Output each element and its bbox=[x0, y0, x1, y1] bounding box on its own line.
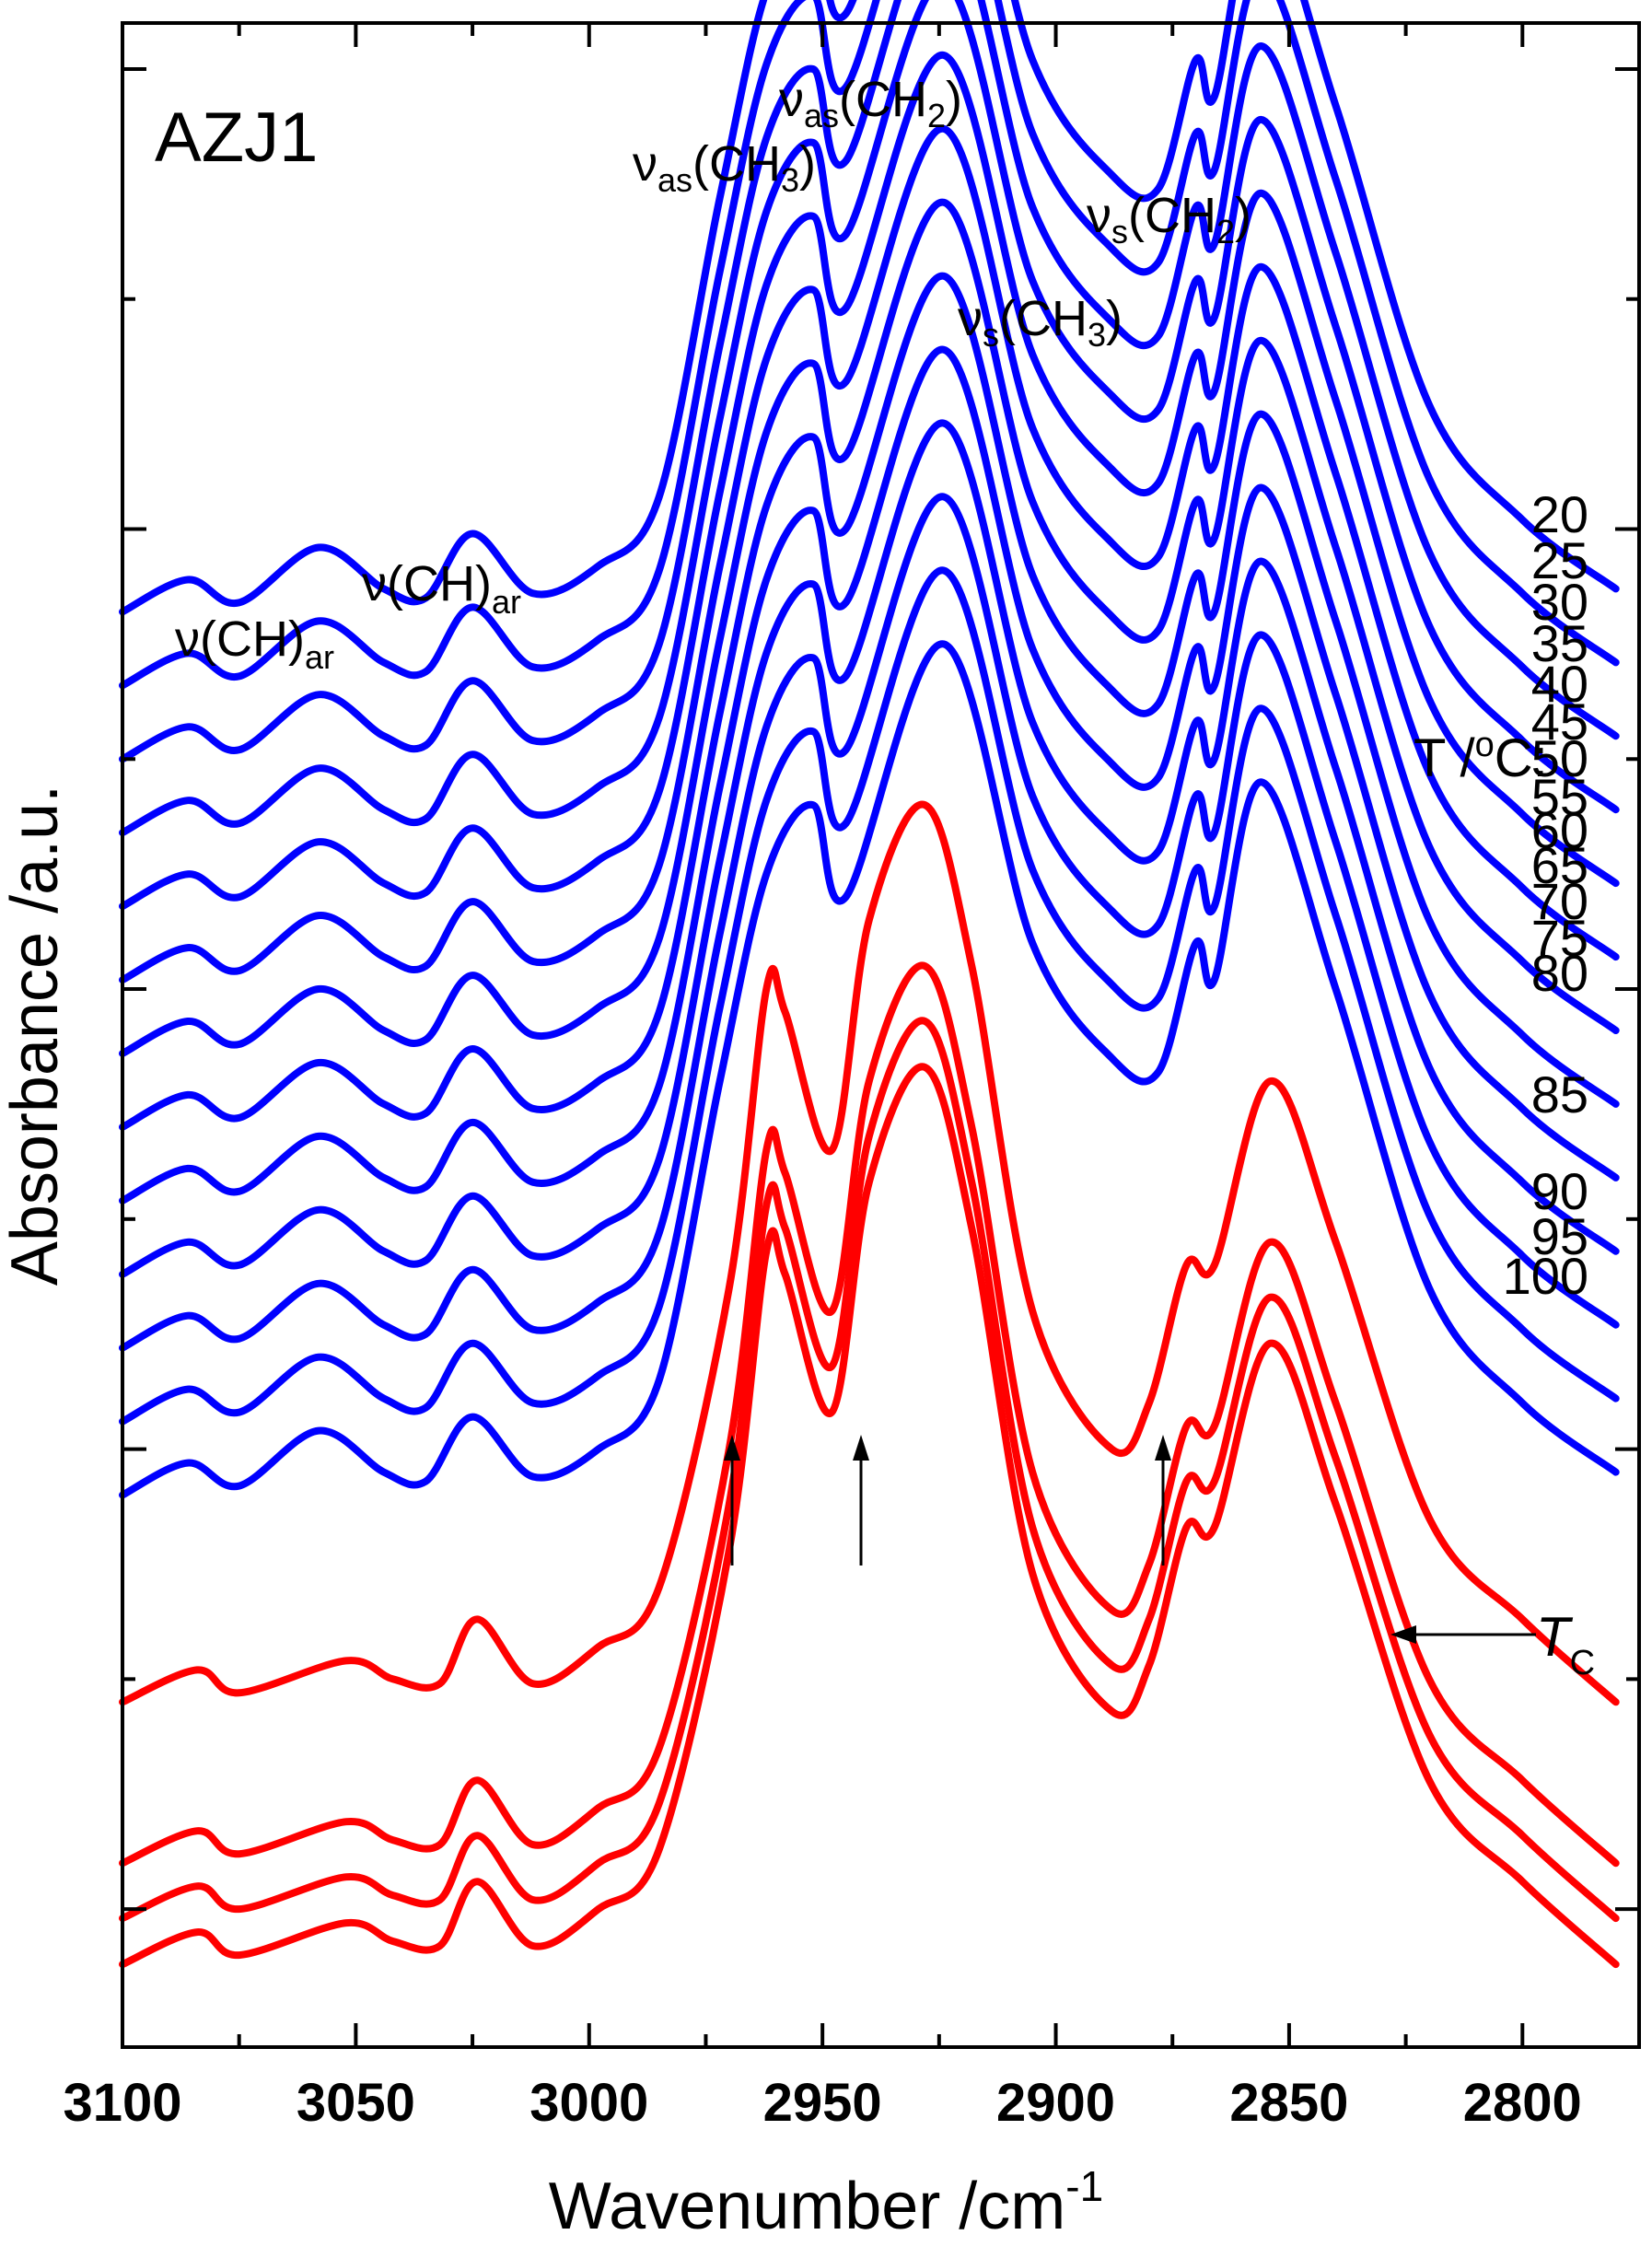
spectrum-series-75 bbox=[119, 566, 1620, 1426]
spectrum-series-60 bbox=[119, 345, 1620, 1205]
y-axis-ticks bbox=[122, 66, 1639, 1912]
spectrum-series-70 bbox=[119, 493, 1620, 1352]
arrowhead-2855 bbox=[1155, 1435, 1171, 1461]
tc-label: TC bbox=[1536, 1606, 1595, 1682]
spectrum-series-100 bbox=[119, 1063, 1620, 1969]
arrowhead-2928 bbox=[853, 1435, 869, 1461]
x-axis-title: Wavenumber /cm-1 bbox=[549, 2162, 1103, 2243]
y-axis-title: Absorbance /a.u. bbox=[0, 785, 72, 1286]
temperature-label-55: 55 bbox=[1531, 768, 1588, 826]
spectrum-series-45 bbox=[119, 124, 1620, 984]
spectrum-series-95 bbox=[119, 1017, 1620, 1923]
spectrum-series-85 bbox=[119, 800, 1620, 1706]
temperature-label-70: 70 bbox=[1531, 872, 1588, 930]
peak-label-vch-ar-1: ν(CH)ar bbox=[175, 611, 334, 676]
spectrum-series-40 bbox=[119, 52, 1620, 911]
x-tick-label: 3100 bbox=[63, 2073, 181, 2133]
peak-label-vs-ch3: νs(CH3) bbox=[958, 291, 1123, 354]
temperature-label-80: 80 bbox=[1531, 944, 1588, 1002]
temperature-label-95: 95 bbox=[1531, 1207, 1588, 1265]
x-tick-label: 2900 bbox=[996, 2073, 1115, 2133]
x-tick-label: 3000 bbox=[529, 2073, 648, 2133]
spectrum-series-35 bbox=[119, 0, 1620, 837]
spectrum-series-65 bbox=[119, 419, 1620, 1278]
peak-label-vs-ch2: νs(CH2) bbox=[1087, 188, 1251, 250]
temperature-label-85: 85 bbox=[1531, 1065, 1588, 1123]
arrowhead-2956 bbox=[724, 1435, 740, 1461]
temperature-label-50: 50 bbox=[1531, 729, 1588, 787]
temperature-label-40: 40 bbox=[1531, 655, 1588, 713]
temperature-label-60: 60 bbox=[1531, 801, 1588, 859]
x-tick-label: 2800 bbox=[1463, 2073, 1582, 2133]
x-tick-label: 2850 bbox=[1229, 2073, 1348, 2133]
temperature-label-25: 25 bbox=[1531, 531, 1588, 589]
x-tick-label: 2950 bbox=[763, 2073, 882, 2133]
spectrum-series-90 bbox=[119, 961, 1620, 1868]
peak-label-vas-ch3: νas(CH3) bbox=[633, 136, 816, 199]
panel-label: AZJ1 bbox=[155, 99, 318, 177]
temperature-label-90: 90 bbox=[1531, 1162, 1588, 1220]
peak-label-vch-ar-2: ν(CH)ar bbox=[362, 556, 521, 621]
x-tick-label: 3050 bbox=[297, 2073, 415, 2133]
tc-arrowhead bbox=[1390, 1625, 1416, 1644]
temperature-label-100: 100 bbox=[1503, 1247, 1588, 1305]
spectrum-series-55 bbox=[119, 272, 1620, 1131]
peak-label-vas-ch2: νas(CH2) bbox=[779, 72, 962, 134]
temperature-label-65: 65 bbox=[1531, 836, 1588, 894]
temperature-label-35: 35 bbox=[1531, 614, 1588, 672]
temperature-label-75: 75 bbox=[1531, 909, 1588, 967]
x-axis-ticks: 3100 3050 3000 2950 2900 2850 2800 bbox=[63, 23, 1582, 2133]
spectra-series-group bbox=[119, 0, 1620, 1969]
temperature-label-30: 30 bbox=[1531, 573, 1588, 631]
legend-title: T /oC: bbox=[1414, 726, 1548, 788]
spectrum-series-50 bbox=[119, 198, 1620, 1057]
temperature-label-20: 20 bbox=[1531, 485, 1588, 543]
spectrum-series-30 bbox=[119, 0, 1620, 763]
temperature-label-45: 45 bbox=[1531, 693, 1588, 751]
spectrum-series-20 bbox=[119, 0, 1620, 616]
spectrum-series-80 bbox=[119, 640, 1620, 1499]
plot-frame bbox=[121, 21, 1641, 2049]
peak-arrows bbox=[724, 1435, 1171, 1565]
